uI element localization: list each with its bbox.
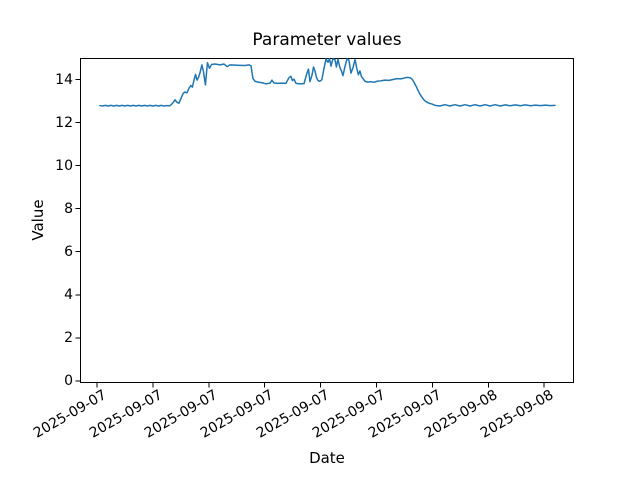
axes-spines bbox=[80, 58, 574, 383]
y-tick-label: 0 bbox=[64, 372, 73, 389]
data-line-parameter-values bbox=[99, 57, 556, 107]
y-tick-label: 2 bbox=[64, 329, 73, 346]
y-tick-label: 8 bbox=[64, 200, 73, 217]
y-tick-label: 12 bbox=[55, 114, 73, 131]
y-tick-label: 14 bbox=[55, 71, 73, 88]
x-axis-label: Date bbox=[309, 449, 345, 467]
chart-title: Parameter values bbox=[252, 30, 402, 50]
y-tick-label: 4 bbox=[64, 286, 73, 303]
y-tick-label: 10 bbox=[55, 157, 73, 174]
y-tick-label: 6 bbox=[64, 243, 73, 260]
